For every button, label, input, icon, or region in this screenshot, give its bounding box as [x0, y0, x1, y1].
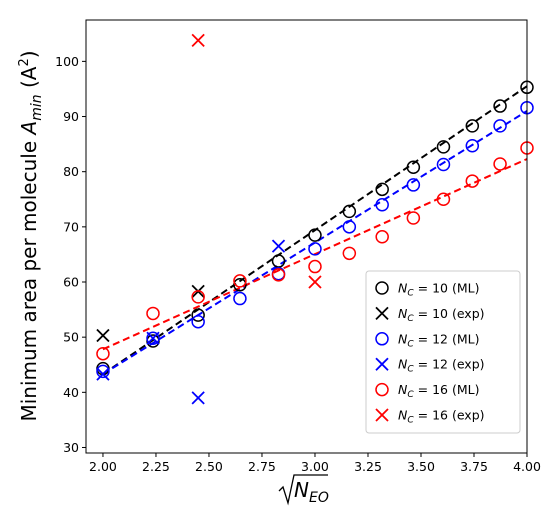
x-axis-ticks: 2.00 2.25 2.50 2.75 3.00 3.25 3.50 3.75 4.00 — [89, 453, 541, 474]
ml-point — [191, 314, 205, 329]
y-tick-label: 30 — [63, 440, 79, 455]
x-stroke — [375, 306, 389, 321]
x-stroke — [375, 408, 389, 422]
legend-marker — [375, 332, 389, 346]
legend-marker — [375, 357, 389, 371]
ml-point — [436, 157, 451, 172]
ml-point — [96, 361, 110, 376]
ml-point — [308, 259, 322, 274]
x-stroke — [375, 357, 389, 371]
legend-marker — [375, 408, 389, 422]
ml-point — [436, 140, 451, 154]
y-tick-label: 80 — [63, 164, 79, 179]
ml-point — [406, 178, 421, 192]
x-tick-label: 2.00 — [89, 459, 117, 474]
legend-entry: NC = 16 (ML) — [398, 382, 479, 400]
ml-point — [493, 119, 507, 133]
x-tick-label: 4.00 — [513, 459, 541, 474]
ml-point — [271, 268, 286, 282]
ml-point — [375, 198, 389, 212]
ml-point — [233, 278, 247, 292]
ml-point — [233, 291, 247, 306]
x-tick-label: 2.25 — [142, 459, 170, 474]
ml-point — [406, 211, 421, 225]
data-points — [96, 33, 534, 405]
ml-point — [493, 99, 507, 113]
x-tick-label: 3.25 — [354, 459, 382, 474]
y-tick-label: 90 — [63, 109, 79, 124]
ml-point — [342, 246, 357, 261]
y-tick-label: 50 — [63, 330, 79, 345]
x-stroke — [271, 239, 286, 253]
ml-point — [375, 182, 389, 197]
ml-point — [233, 274, 247, 288]
exp-point — [191, 391, 205, 405]
ml-point — [342, 204, 357, 219]
ml-point — [406, 160, 421, 175]
x-tick-label: 2.75 — [248, 459, 276, 474]
legend: NC = 10 (ML) NC = 10 (exp) NC = 12 (ML) NC … — [365, 270, 521, 434]
x-axis-label: NEO — [278, 474, 329, 506]
ml-point — [342, 220, 357, 234]
exp-point — [96, 328, 110, 343]
x-tick-label: 2.50 — [195, 459, 223, 474]
x-stroke — [191, 33, 205, 48]
ml-point — [146, 306, 160, 321]
ml-point — [96, 364, 110, 379]
y-tick-label: 60 — [63, 275, 79, 290]
ml-point — [96, 346, 110, 361]
exp-point — [191, 33, 205, 48]
fit-line — [102, 85, 528, 375]
legend-marker — [375, 306, 389, 321]
ml-point — [436, 192, 451, 207]
ml-point — [493, 157, 507, 171]
y-tick-label: 40 — [63, 385, 79, 400]
legend-marker — [375, 382, 389, 397]
ml-point — [465, 119, 480, 133]
legend-entry: NC = 16 (exp) — [398, 408, 485, 426]
legend-entry: NC = 10 (ML) — [398, 281, 479, 299]
y-tick-label: 100 — [55, 54, 79, 69]
exp-point — [271, 239, 286, 253]
y-tick-label: 70 — [63, 219, 79, 234]
x-tick-label: 3.00 — [301, 459, 329, 474]
x-stroke — [96, 328, 110, 343]
legend-entry: NC = 12 (ML) — [398, 331, 479, 349]
ml-point — [191, 308, 205, 322]
fit-lines — [102, 85, 528, 375]
x-stroke — [96, 367, 110, 381]
ml-point — [375, 230, 389, 244]
exp-point — [146, 331, 160, 345]
ml-point — [308, 242, 322, 256]
exp-point — [308, 275, 322, 289]
plot-frame — [85, 19, 528, 454]
ml-point — [191, 290, 205, 304]
legend-entry: NC = 12 (exp) — [398, 357, 485, 375]
ml-point — [465, 139, 480, 153]
ml-point — [146, 331, 160, 346]
legend-entry: NC = 10 (exp) — [398, 306, 485, 324]
legend-box — [365, 270, 521, 434]
fit-line — [102, 158, 528, 351]
svg-text:NEO: NEO — [294, 478, 329, 506]
fit-line — [102, 110, 528, 375]
x-stroke — [146, 331, 160, 345]
sqrt-radical — [278, 474, 328, 506]
exp-point — [96, 367, 110, 381]
x-tick-label: 3.75 — [460, 459, 488, 474]
ml-point — [465, 174, 480, 188]
x-tick-label: 3.50 — [407, 459, 435, 474]
ml-point — [308, 228, 322, 242]
y-axis-label: Minimum area per molecule Amin (A2) — [17, 50, 45, 421]
x-stroke — [191, 391, 205, 405]
y-axis-ticks: 30 40 50 60 70 80 90 100 — [55, 54, 86, 455]
legend-marker — [375, 281, 389, 295]
ml-point — [271, 254, 286, 268]
x-stroke — [308, 275, 322, 289]
